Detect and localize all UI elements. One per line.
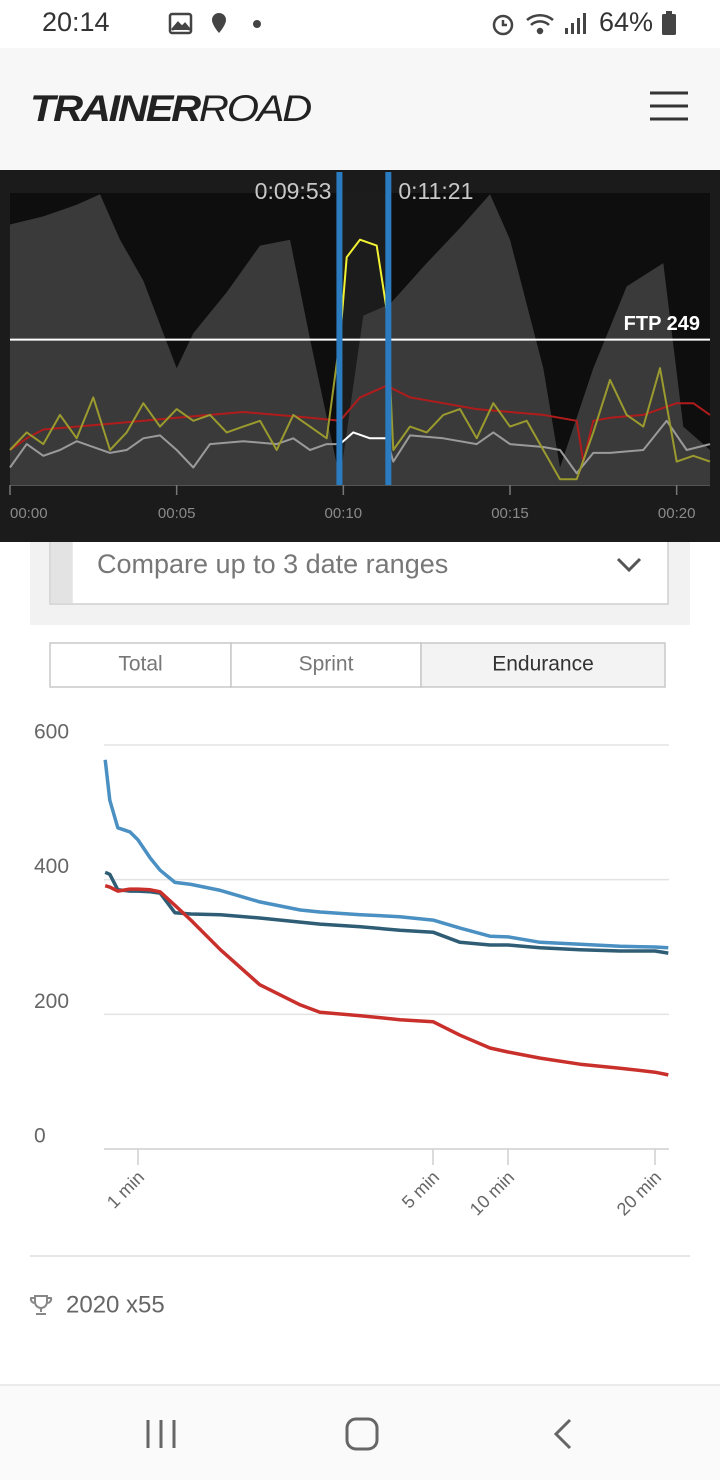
gallery-icon [168,12,193,35]
trophy-icon [29,1295,53,1315]
x-tick-label: 00:20 [658,505,696,522]
battery-percent: 64% [599,7,653,37]
recents-button[interactable] [146,1420,176,1448]
x-tick-label: 00:00 [10,505,48,522]
y-tick-label: 400 [34,855,69,878]
notification-dot [253,20,261,28]
selection-time: 0:09:53 [255,178,332,204]
status-bar: 20:14 64% [42,7,676,37]
menu-button[interactable] [650,91,688,121]
ftp-label: FTP 249 [624,313,700,335]
x-tick-label: 00:05 [158,505,196,522]
tab[interactable] [230,642,422,688]
signal-icon [565,13,586,34]
series-line [9,238,711,481]
selection-time: 0:11:21 [398,178,473,204]
home-button[interactable] [345,1417,379,1451]
header-bar [0,48,720,170]
logo[interactable]: TRAINER ROAD [30,88,313,129]
compare-dropdown-label: Compare up to 3 date ranges [97,549,448,579]
location-icon [212,13,226,33]
y-tick-label: 600 [34,721,69,744]
nav-bar [0,1385,720,1480]
tab[interactable] [49,642,232,688]
back-button[interactable] [553,1418,572,1450]
selection-handle[interactable] [336,172,343,485]
series-line [103,759,669,950]
chart: 00:00 00:05 00:10 00:15 00:20 FTP 249 0:09:53 0… [9,172,711,522]
series-line [104,884,669,1077]
tab-label: Total [118,653,162,676]
x-tick-label: 00:15 [491,505,529,522]
x-tick-label: 00:10 [325,505,363,522]
alarm-icon [492,14,514,36]
tab-label: Sprint [299,653,354,676]
tabs: Total Sprint Endurance [49,642,666,688]
y-tick-label: 200 [34,990,69,1013]
y-tick-label: 0 [34,1125,46,1148]
status-time: 20:14 [42,7,110,37]
logo-light: ROAD [199,88,311,129]
logo-bold: TRAINER [30,88,201,129]
tab[interactable] [420,642,666,688]
series-line [104,870,669,955]
chevron-down [616,557,642,573]
achievement: 2020 x55 [66,1291,165,1318]
tab-label: Endurance [492,653,594,676]
battery-icon [662,11,676,35]
wifi-icon [526,13,554,35]
selection-handle[interactable] [385,172,392,485]
